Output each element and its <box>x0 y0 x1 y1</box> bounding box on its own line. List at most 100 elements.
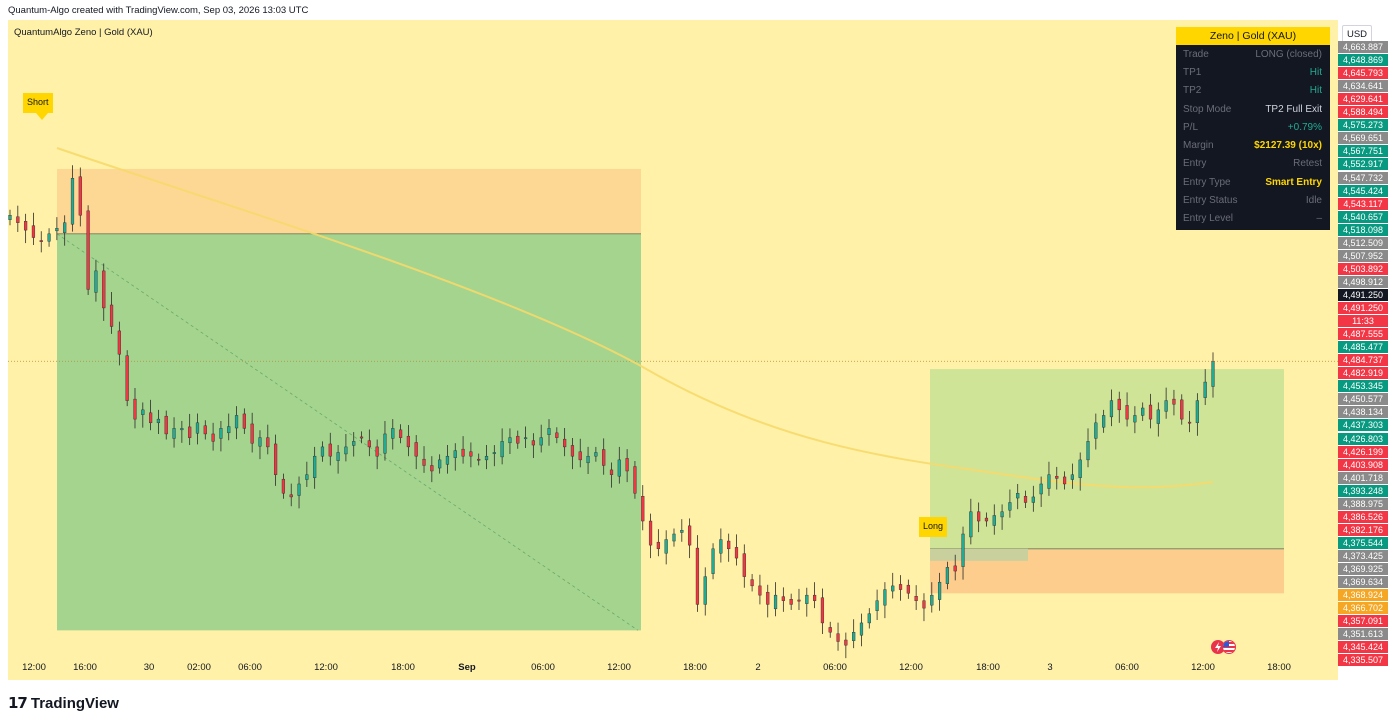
time-tick-label: 12:00 <box>22 662 46 673</box>
chart-credit: Quantum-Algo created with TradingView.co… <box>8 5 309 16</box>
panel-row-value: Smart Entry <box>1265 176 1322 188</box>
price-label: 4,552.917 <box>1338 158 1388 171</box>
candle-body <box>664 539 668 554</box>
candle-body <box>1031 496 1035 503</box>
candle-body <box>828 627 832 633</box>
candle-body <box>31 225 36 238</box>
panel-row-entry-status: Entry Status Idle <box>1176 191 1330 209</box>
candle-body <box>398 429 403 438</box>
lightning-icon[interactable] <box>1211 640 1225 654</box>
price-label: 4,368.924 <box>1338 589 1388 602</box>
candle-body <box>1008 502 1012 511</box>
us-flag-icon[interactable] <box>1222 640 1236 654</box>
candle-body <box>156 418 161 424</box>
candle-body <box>1211 361 1215 387</box>
price-label: 4,401.718 <box>1338 471 1388 484</box>
time-tick-label: 18:00 <box>683 662 707 673</box>
time-tick-label: 3 <box>1047 662 1053 673</box>
candle-body <box>945 567 950 584</box>
chart-pane[interactable]: QuantumAlgo Zeno | Gold (XAU) Short Long… <box>8 20 1338 680</box>
candle-body <box>172 428 176 439</box>
candle-body <box>648 520 653 546</box>
panel-row-label: TP2 <box>1183 85 1202 97</box>
panel-row-label: P/L <box>1183 121 1199 133</box>
price-label: 4,482.919 <box>1338 367 1388 380</box>
candle-body <box>39 240 43 242</box>
price-label: 4,487.555 <box>1338 328 1388 341</box>
price-label: 4,512.509 <box>1338 236 1388 249</box>
price-label: 4,388.975 <box>1338 497 1388 510</box>
candle-body <box>1172 398 1176 405</box>
price-label: 4,426.199 <box>1338 445 1388 458</box>
price-label: 4,345.424 <box>1338 641 1388 654</box>
candle-body <box>1156 409 1160 424</box>
candle-body <box>24 221 28 231</box>
price-label: 4,543.117 <box>1338 197 1388 210</box>
panel-row-value: Idle <box>1305 195 1322 207</box>
candle-body <box>508 437 512 444</box>
candle-body <box>773 594 778 610</box>
candle-body <box>344 446 348 455</box>
currency-button[interactable]: USD <box>1342 25 1372 43</box>
legend-title[interactable]: QuantumAlgo Zeno | Gold (XAU) <box>14 27 153 38</box>
candle-body <box>297 483 301 496</box>
candle-body <box>680 530 684 533</box>
panel-row-label: Entry Type <box>1183 176 1231 188</box>
panel-row-tp2: TP2 Hit <box>1176 82 1330 100</box>
moving-average-line <box>56 147 1214 489</box>
price-label: 11:33 <box>1338 315 1388 328</box>
candle-body <box>727 540 731 550</box>
panel-row-value: Hit <box>1309 66 1322 78</box>
panel-row-margin: Margin $2127.39 (10x) <box>1176 136 1330 154</box>
candle-body <box>922 600 926 609</box>
candle-body <box>47 233 51 242</box>
candle-body <box>859 622 864 636</box>
tradingview-wordmark: TradingView <box>30 694 119 712</box>
candle-body <box>320 446 325 457</box>
candle-body <box>1109 400 1114 418</box>
candle-body <box>797 599 801 602</box>
candle-body <box>969 511 973 538</box>
price-label: 4,382.176 <box>1338 523 1388 536</box>
candle-body <box>63 222 67 233</box>
candle-body <box>492 452 496 454</box>
candle-body <box>461 448 465 457</box>
candle-body <box>211 433 215 442</box>
panel-row-value: LONG (closed) <box>1255 48 1322 60</box>
candle-body <box>766 591 770 605</box>
tradingview-logo[interactable]: 17 TradingView <box>8 694 119 712</box>
price-label: 4,373.425 <box>1338 549 1388 562</box>
panel-row-value: +0.79% <box>1287 121 1322 133</box>
candle-body <box>94 270 98 293</box>
footer: 17 TradingView <box>0 680 1400 725</box>
candle-body <box>8 215 12 220</box>
candle-body <box>641 496 645 522</box>
time-axis[interactable]: 12:00 16:00 30 02:00 06:00 12:00 18:00 Sep 06:00… <box>8 658 1338 680</box>
time-tick-label: 06:00 <box>1115 662 1139 673</box>
chart-canvas[interactable] <box>8 20 1338 680</box>
panel-row-tp1: TP1 Hit <box>1176 63 1330 81</box>
candle-body <box>219 428 223 439</box>
price-label: 4,366.702 <box>1338 602 1388 615</box>
candle-body <box>141 409 145 415</box>
candle-body <box>625 458 629 472</box>
candle-body <box>227 426 231 434</box>
candle-body <box>711 548 715 574</box>
candle-body <box>758 585 762 596</box>
candle-body <box>742 553 746 577</box>
candle-body <box>125 355 129 401</box>
candle-body <box>914 596 918 601</box>
candle-body <box>78 176 82 216</box>
candle-body <box>992 515 996 526</box>
candle-body <box>195 422 200 434</box>
price-label: 4,567.751 <box>1338 145 1388 158</box>
candle-body <box>1062 476 1067 485</box>
price-axis[interactable]: USD 4,663.887 4,648.869 4,645.793 4,634.641… <box>1338 20 1400 680</box>
panel-row-value: $2127.39 (10x) <box>1254 140 1322 152</box>
panel-row-value: – <box>1316 213 1322 225</box>
candle-body <box>937 581 942 600</box>
candle-body <box>305 474 309 480</box>
candle-body <box>117 330 121 355</box>
candle-body <box>1055 475 1059 479</box>
candle-body <box>555 432 559 438</box>
